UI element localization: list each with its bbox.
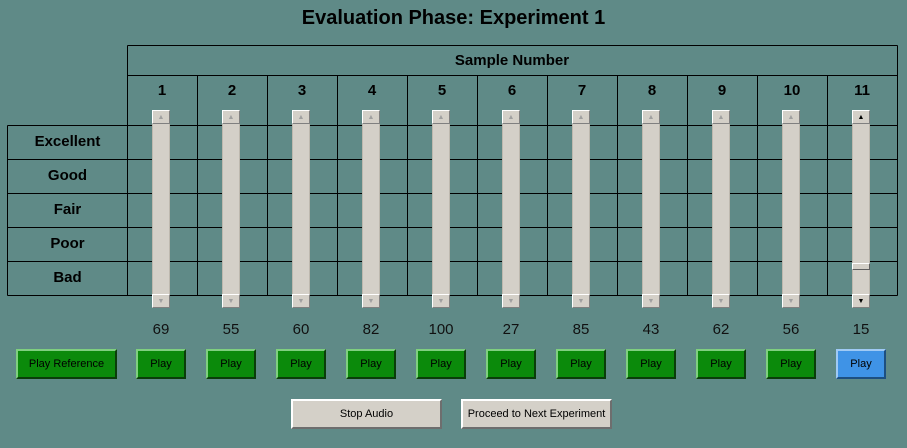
slider-down-arrow-icon[interactable]: ▼: [852, 294, 870, 308]
slider-down-arrow-icon[interactable]: ▼: [362, 294, 380, 308]
slider-track[interactable]: [222, 110, 240, 308]
sample-value-11: 15: [852, 321, 870, 338]
sample-value-9: 62: [712, 321, 730, 338]
sample-number-10: 10: [783, 82, 801, 99]
slider-up-arrow-icon[interactable]: ▲: [362, 110, 380, 124]
sample-value-10: 56: [782, 321, 800, 338]
rating-slider-5[interactable]: ▲ ▼: [432, 110, 450, 308]
slider-up-arrow-icon[interactable]: ▲: [572, 110, 590, 124]
sample-number-8: 8: [647, 82, 657, 99]
slider-up-arrow-icon[interactable]: ▲: [852, 110, 870, 124]
play-sample-button-8[interactable]: Play: [626, 349, 676, 379]
rating-slider-7[interactable]: ▲ ▼: [572, 110, 590, 308]
sample-number-5: 5: [437, 82, 447, 99]
slider-track[interactable]: [362, 110, 380, 308]
slider-down-arrow-icon[interactable]: ▼: [782, 294, 800, 308]
sample-value-1: 69: [152, 321, 170, 338]
play-sample-button-5[interactable]: Play: [416, 349, 466, 379]
next-experiment-button[interactable]: Proceed to Next Experiment: [461, 399, 612, 429]
slider-track[interactable]: [152, 110, 170, 308]
slider-thumb[interactable]: [852, 262, 870, 270]
slider-down-arrow-icon[interactable]: ▼: [712, 294, 730, 308]
slider-down-arrow-icon[interactable]: ▼: [572, 294, 590, 308]
sample-number-4: 4: [367, 82, 377, 99]
play-sample-button-2[interactable]: Play: [206, 349, 256, 379]
play-sample-button-9[interactable]: Play: [696, 349, 746, 379]
sample-number-11: 11: [854, 82, 870, 99]
slider-track[interactable]: [852, 110, 870, 308]
slider-up-arrow-icon[interactable]: ▲: [152, 110, 170, 124]
page-title: Evaluation Phase: Experiment 1: [301, 7, 606, 29]
stop-audio-button[interactable]: Stop Audio: [291, 399, 442, 429]
sample-value-7: 85: [572, 321, 590, 338]
sample-number-9: 9: [717, 82, 727, 99]
rating-label-good: Good: [47, 167, 88, 184]
rating-label-excellent: Excellent: [34, 133, 101, 150]
play-reference-button[interactable]: Play Reference: [16, 349, 117, 379]
rating-slider-4[interactable]: ▲ ▼: [362, 110, 380, 308]
slider-up-arrow-icon[interactable]: ▲: [292, 110, 310, 124]
rating-slider-9[interactable]: ▲ ▼: [712, 110, 730, 308]
rating-label-poor: Poor: [50, 235, 85, 252]
sample-value-2: 55: [222, 321, 240, 338]
rating-label-bad: Bad: [53, 269, 82, 286]
sample-number-7: 7: [577, 82, 587, 99]
slider-up-arrow-icon[interactable]: ▲: [432, 110, 450, 124]
play-sample-button-10[interactable]: Play: [766, 349, 816, 379]
slider-down-arrow-icon[interactable]: ▼: [432, 294, 450, 308]
slider-up-arrow-icon[interactable]: ▲: [502, 110, 520, 124]
slider-down-arrow-icon[interactable]: ▼: [292, 294, 310, 308]
play-sample-button-3[interactable]: Play: [276, 349, 326, 379]
sample-value-6: 27: [502, 321, 520, 338]
sample-number-6: 6: [507, 82, 517, 99]
slider-track[interactable]: [502, 110, 520, 308]
sample-value-8: 43: [642, 321, 660, 338]
play-sample-button-4[interactable]: Play: [346, 349, 396, 379]
sample-value-3: 60: [292, 321, 310, 338]
slider-up-arrow-icon[interactable]: ▲: [642, 110, 660, 124]
play-sample-button-1[interactable]: Play: [136, 349, 186, 379]
slider-track[interactable]: [432, 110, 450, 308]
rating-slider-3[interactable]: ▲ ▼: [292, 110, 310, 308]
rating-label-fair: Fair: [53, 201, 82, 218]
rating-slider-2[interactable]: ▲ ▼: [222, 110, 240, 308]
sample-value-5: 100: [428, 321, 454, 338]
slider-up-arrow-icon[interactable]: ▲: [222, 110, 240, 124]
sample-number-2: 2: [227, 82, 237, 99]
slider-down-arrow-icon[interactable]: ▼: [222, 294, 240, 308]
sample-number-3: 3: [297, 82, 307, 99]
play-sample-button-7[interactable]: Play: [556, 349, 606, 379]
slider-track[interactable]: [712, 110, 730, 308]
rating-slider-1[interactable]: ▲ ▼: [152, 110, 170, 308]
rating-slider-8[interactable]: ▲ ▼: [642, 110, 660, 308]
slider-track[interactable]: [782, 110, 800, 308]
slider-down-arrow-icon[interactable]: ▼: [152, 294, 170, 308]
slider-down-arrow-icon[interactable]: ▼: [502, 294, 520, 308]
sample-number-header: Sample Number: [454, 52, 570, 69]
slider-up-arrow-icon[interactable]: ▲: [782, 110, 800, 124]
rating-slider-6[interactable]: ▲ ▼: [502, 110, 520, 308]
sample-number-1: 1: [157, 82, 167, 99]
play-sample-button-6[interactable]: Play: [486, 349, 536, 379]
slider-down-arrow-icon[interactable]: ▼: [642, 294, 660, 308]
slider-track[interactable]: [572, 110, 590, 308]
rating-slider-10[interactable]: ▲ ▼: [782, 110, 800, 308]
slider-up-arrow-icon[interactable]: ▲: [712, 110, 730, 124]
slider-track[interactable]: [642, 110, 660, 308]
play-sample-button-11[interactable]: Play: [836, 349, 886, 379]
slider-track[interactable]: [292, 110, 310, 308]
sample-value-4: 82: [362, 321, 380, 338]
rating-slider-11[interactable]: ▲ ▼: [852, 110, 870, 308]
